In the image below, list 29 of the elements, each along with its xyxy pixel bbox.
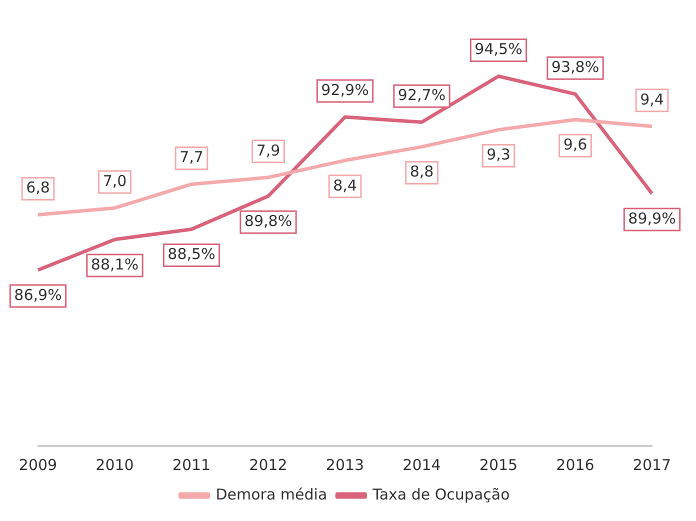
x-tick-label: 2012	[249, 456, 288, 474]
x-tick-label: 2017	[632, 456, 672, 474]
data-label: 88,1%	[90, 255, 139, 274]
data-label: 93,8%	[551, 58, 600, 76]
x-tick-label: 2014	[402, 456, 441, 474]
x-tick-label: 2011	[172, 456, 211, 474]
data-label: 6,8	[26, 178, 50, 197]
legend-label: Taxa de Ocupação	[372, 485, 510, 504]
data-label: 8,4	[333, 176, 357, 194]
data-label: 7,0	[102, 172, 127, 190]
x-tick-label: 2009	[18, 456, 58, 474]
data-label: 8,8	[410, 162, 434, 181]
legend-label: Demora média	[216, 485, 328, 504]
data-label: 89,9%	[628, 209, 676, 228]
data-label: 92,9%	[321, 80, 369, 99]
data-label: 9,3	[486, 146, 510, 164]
data-label: 7,9	[256, 141, 280, 160]
data-label: 9,4	[640, 90, 664, 108]
data-label: 9,6	[563, 135, 588, 154]
data-label: 92,7%	[398, 86, 446, 104]
x-tick-label: 2016	[556, 456, 594, 474]
data-label: 94,5%	[474, 40, 522, 58]
x-tick-label: 2013	[326, 456, 364, 474]
data-label: 88,5%	[168, 245, 216, 264]
x-tick-label: 2010	[96, 456, 134, 474]
x-tick-label: 2015	[479, 456, 518, 474]
data-label: 89,8%	[244, 212, 292, 230]
data-label: 86,9%	[14, 286, 62, 304]
data-label: 7,7	[180, 148, 204, 166]
